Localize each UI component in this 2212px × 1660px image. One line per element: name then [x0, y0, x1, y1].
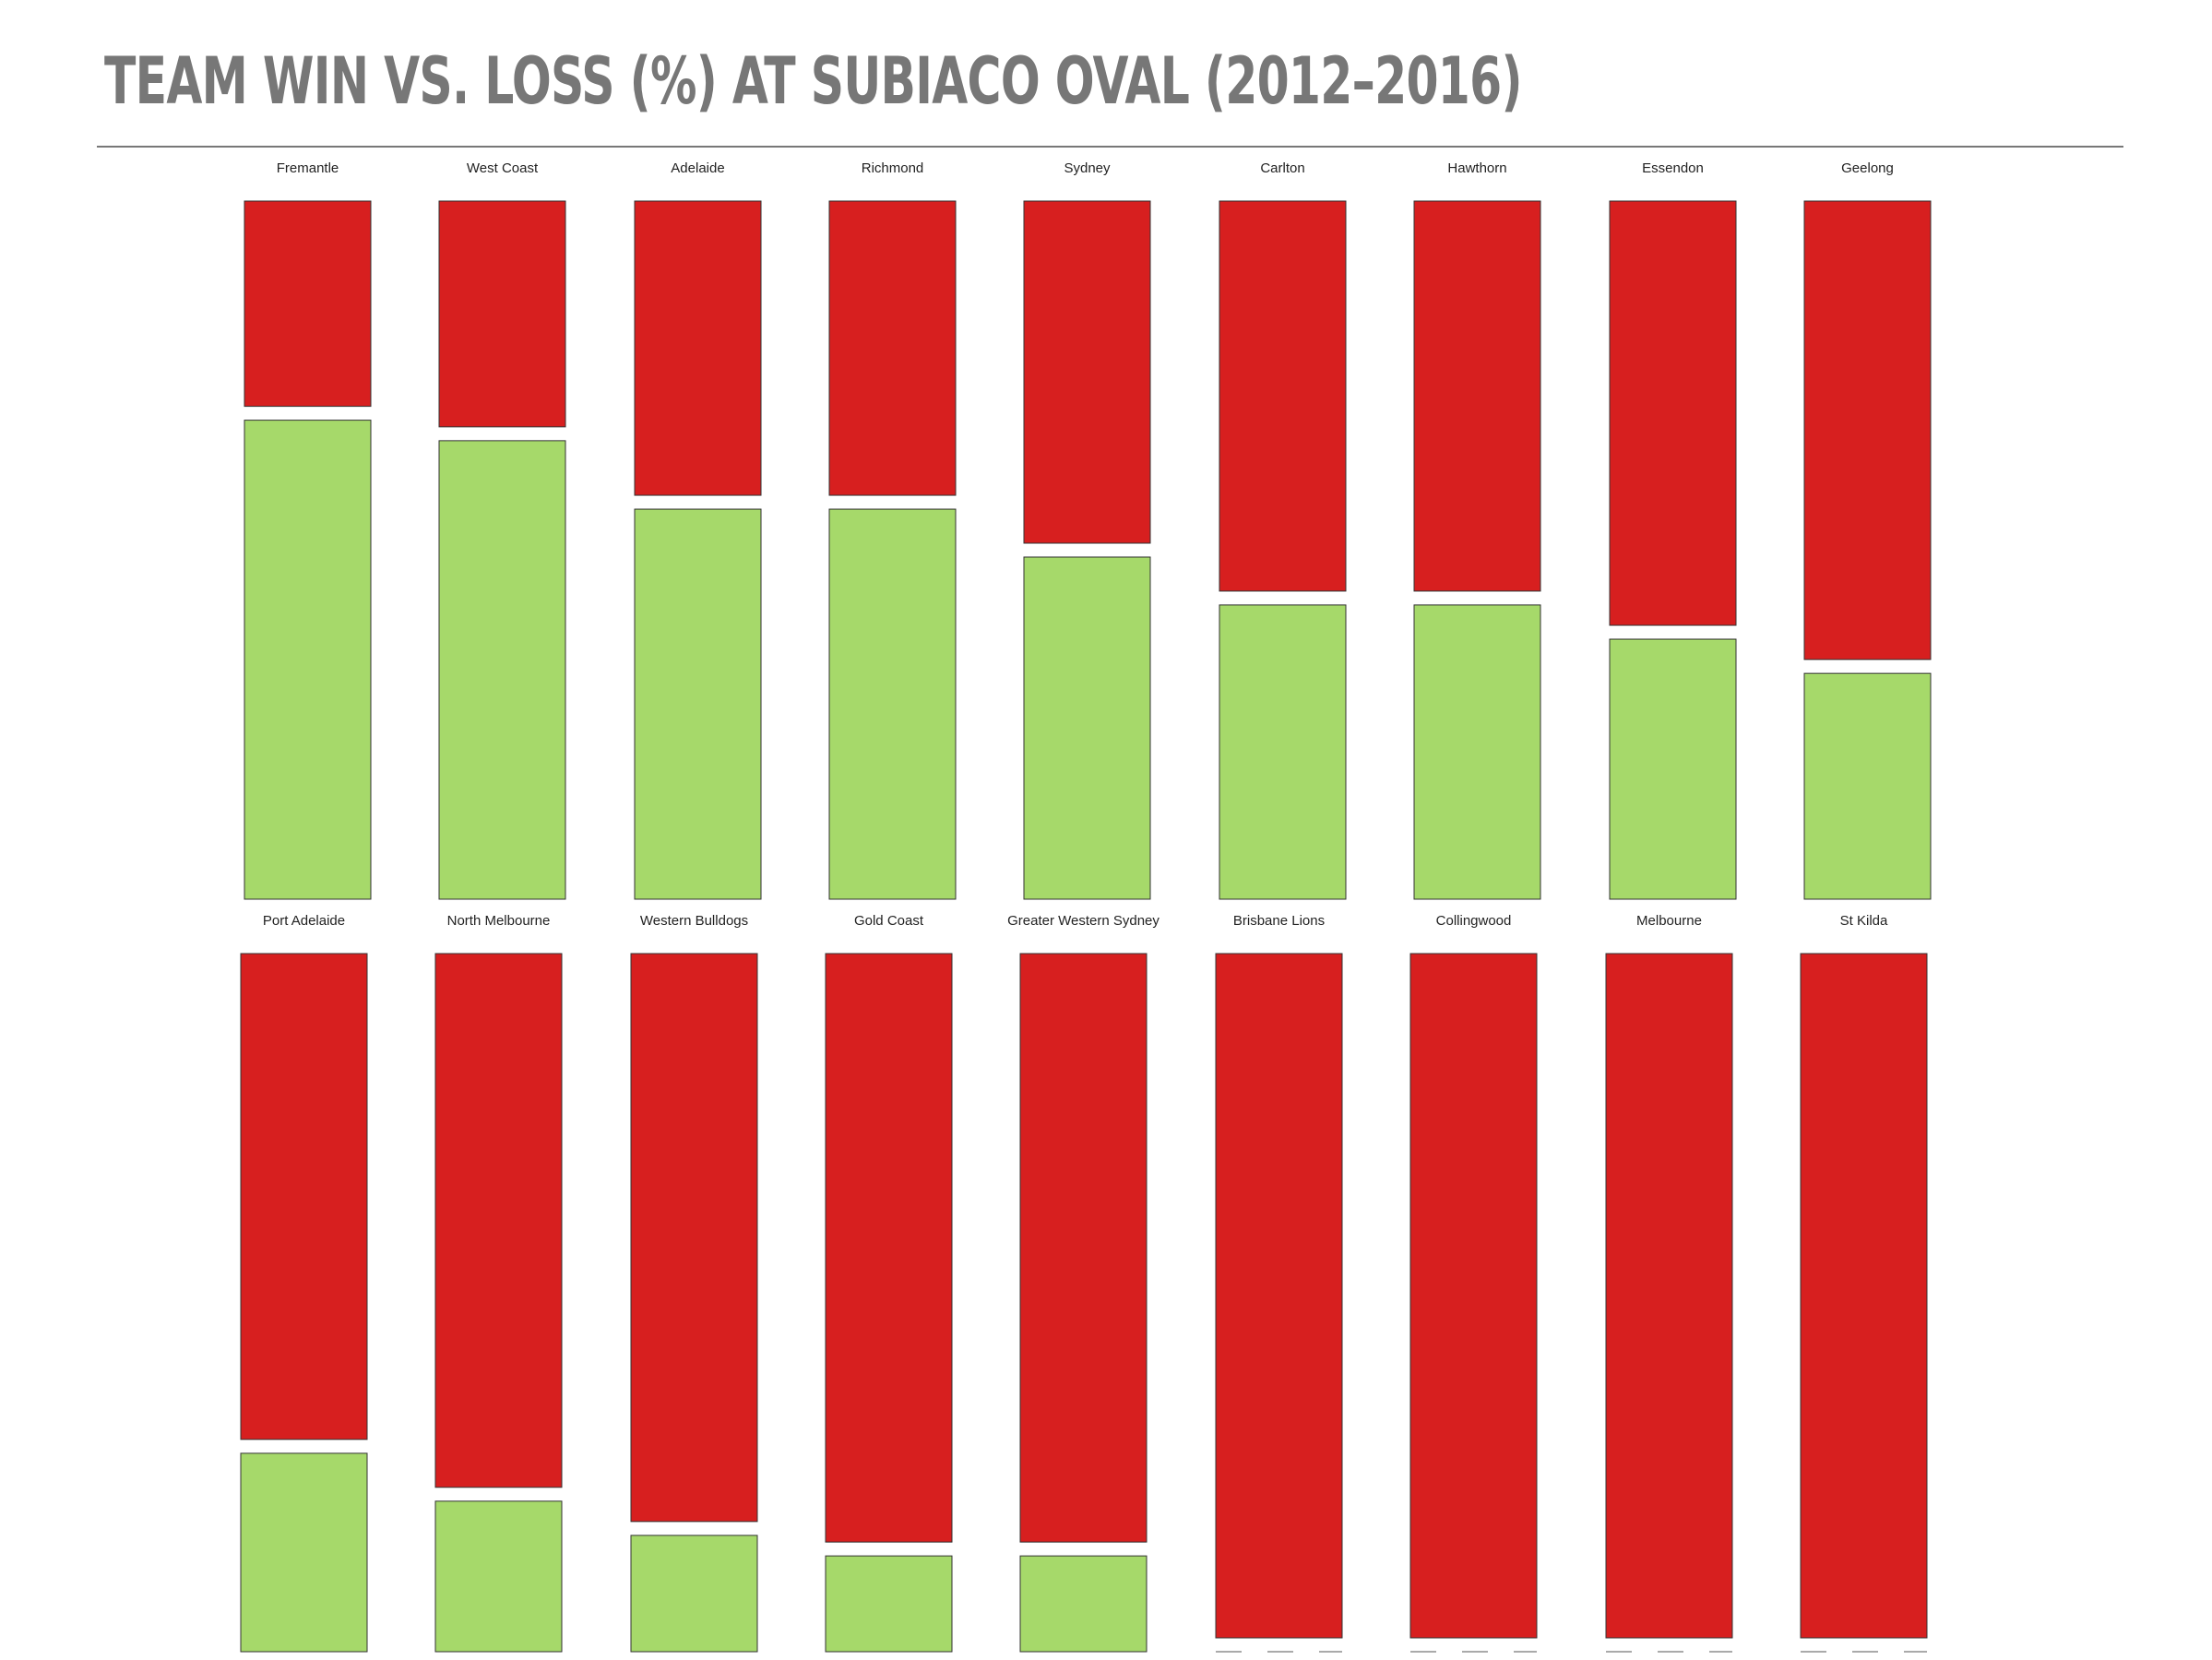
- panel-richmond: Richmond: [828, 160, 957, 900]
- team-label: Western Bulldogs: [640, 913, 748, 929]
- loss-bar: [1023, 200, 1151, 544]
- team-label: Gold Coast: [854, 913, 924, 929]
- team-label: Geelong: [1841, 160, 1894, 176]
- win-bar: [1413, 604, 1541, 900]
- panel-port-adelaide: Port Adelaide: [240, 913, 368, 1653]
- loss-bar: [240, 953, 368, 1441]
- team-label: Richmond: [862, 160, 924, 176]
- team-label: Adelaide: [671, 160, 724, 176]
- panel-gold-coast: Gold Coast: [825, 913, 953, 1653]
- win-bar: [1219, 604, 1347, 900]
- panel-sydney: Sydney: [1023, 160, 1151, 900]
- loss-bar: [1609, 200, 1737, 626]
- team-label: North Melbourne: [447, 913, 551, 929]
- panel-fremantle: Fremantle: [244, 160, 372, 900]
- win-bar: [630, 1535, 758, 1653]
- team-label: Carlton: [1260, 160, 1304, 176]
- win-bar: [825, 1555, 953, 1653]
- team-label: Fremantle: [277, 160, 339, 176]
- loss-bar: [1409, 953, 1538, 1639]
- loss-bar: [825, 953, 953, 1543]
- panel-carlton: Carlton: [1219, 160, 1347, 900]
- panel-melbourne: Melbourne: [1605, 913, 1733, 1653]
- panel-brisbane-lions: Brisbane Lions: [1215, 913, 1343, 1653]
- win-bar: [1803, 672, 1932, 900]
- team-label: Port Adelaide: [263, 913, 345, 929]
- team-label: Hawthorn: [1447, 160, 1506, 176]
- panel-hawthorn: Hawthorn: [1413, 160, 1541, 900]
- panel-western-bulldogs: Western Bulldogs: [630, 913, 758, 1653]
- win-bar: [438, 440, 566, 900]
- loss-bar: [1605, 953, 1733, 1639]
- win-bar: [1023, 556, 1151, 900]
- loss-bar: [630, 953, 758, 1523]
- team-label: Greater Western Sydney: [1007, 913, 1160, 929]
- win-bar: [634, 508, 762, 900]
- team-label: St Kilda: [1840, 913, 1888, 929]
- loss-bar: [244, 200, 372, 408]
- panel-essendon: Essendon: [1609, 160, 1737, 900]
- loss-bar: [828, 200, 957, 496]
- win-bar: [434, 1500, 563, 1653]
- loss-bar: [1019, 953, 1148, 1543]
- loss-bar: [1219, 200, 1347, 592]
- team-label: Brisbane Lions: [1233, 913, 1325, 929]
- panel-collingwood: Collingwood: [1409, 913, 1538, 1653]
- panel-west-coast: West Coast: [438, 160, 566, 900]
- team-label: West Coast: [467, 160, 539, 176]
- win-bar: [1609, 638, 1737, 900]
- panel-north-melbourne: North Melbourne: [434, 913, 563, 1653]
- team-label: Collingwood: [1436, 913, 1512, 929]
- loss-bar: [438, 200, 566, 428]
- chart-title: TEAM WIN VS. LOSS (%) AT SUBIACO OVAL (2…: [104, 43, 1523, 119]
- loss-bar: [1803, 200, 1932, 660]
- win-bar: [1019, 1555, 1148, 1653]
- loss-bar: [1215, 953, 1343, 1639]
- win-bar: [240, 1452, 368, 1653]
- team-label: Sydney: [1064, 160, 1111, 176]
- win-bar: [244, 420, 372, 900]
- loss-bar: [1800, 953, 1928, 1639]
- title-divider: [97, 146, 2123, 148]
- loss-bar: [1413, 200, 1541, 592]
- team-label: Melbourne: [1636, 913, 1702, 929]
- loss-bar: [434, 953, 563, 1488]
- panel-adelaide: Adelaide: [634, 160, 762, 900]
- panel-st-kilda: St Kilda: [1800, 913, 1928, 1653]
- win-bar: [828, 508, 957, 900]
- panel-geelong: Geelong: [1803, 160, 1932, 900]
- panel-greater-western-sydney: Greater Western Sydney: [1007, 913, 1160, 1653]
- team-label: Essendon: [1642, 160, 1704, 176]
- loss-bar: [634, 200, 762, 496]
